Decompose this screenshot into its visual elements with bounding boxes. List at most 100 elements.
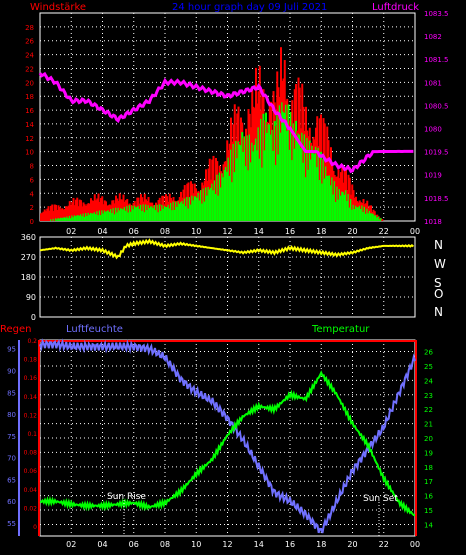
- wind-average-bar: [121, 208, 124, 221]
- wind-average-bar: [218, 172, 221, 221]
- climate-panel: Sun Rise Sun Set 55 60 65 70 75 80 85 90 95 0 0.02…: [7, 338, 433, 549]
- wind-average-bar: [111, 213, 114, 221]
- wind-average-bar: [327, 175, 330, 221]
- wind-average-bar: [228, 175, 231, 221]
- wind-average-bar: [337, 199, 340, 221]
- wind-average-bar: [116, 212, 119, 221]
- wind-average-bar: [233, 172, 236, 221]
- wind-gust-bar: [53, 204, 56, 221]
- wind-average-bar: [56, 219, 59, 221]
- wind-gust-bar: [66, 206, 69, 221]
- wind-average-bar: [77, 215, 80, 221]
- wind-average-bar: [101, 210, 104, 221]
- wind-average-bar: [307, 169, 310, 221]
- wind-gust-bar: [97, 193, 100, 221]
- wind-average-bar: [350, 199, 352, 221]
- wind-gust-bar: [41, 212, 44, 221]
- wind-average-bar: [301, 132, 304, 221]
- wind-gust-bar: [157, 200, 160, 221]
- wind-average-bar: [333, 181, 336, 221]
- wind-average-bar: [83, 216, 86, 221]
- wind-label: Windstärke: [30, 2, 86, 13]
- wind-average-bar: [75, 216, 77, 221]
- wind-average-bar: [257, 127, 260, 221]
- wind-average-bar: [205, 187, 207, 221]
- pressure-y-tick: 1082: [424, 33, 442, 41]
- wind-average-bar: [135, 207, 137, 221]
- wind-average-bar: [80, 214, 82, 221]
- wind-average-bar: [67, 218, 70, 221]
- wind-gust-bar: [52, 211, 55, 221]
- wind-average-bar: [107, 210, 110, 221]
- wind-average-bar: [325, 166, 327, 221]
- temperature-y-tick: 25: [424, 363, 433, 371]
- wind-gust-bar: [335, 177, 337, 221]
- wind-average-bar: [317, 147, 320, 221]
- wind-gust-bar: [100, 198, 102, 221]
- wind-gust-bar: [71, 202, 74, 221]
- x-tick: 00: [410, 540, 420, 549]
- wind-gust-bar: [81, 206, 84, 221]
- wind-average-bar: [82, 213, 85, 221]
- wind-average-bar: [68, 215, 71, 221]
- wind-average-bar: [295, 120, 297, 221]
- wind-average-bar: [302, 162, 305, 221]
- wind-gust-bar: [42, 211, 45, 221]
- wind-average-bar: [195, 196, 197, 221]
- wind-gust-bar: [141, 197, 144, 221]
- wind-average-bar: [342, 192, 345, 221]
- wind-average-bar: [186, 196, 189, 221]
- wind-average-bar: [60, 217, 62, 221]
- wind-average-bar: [188, 197, 191, 221]
- wind-gust-bar: [215, 157, 217, 221]
- wind-gust-bar: [57, 205, 60, 221]
- wind-average-bar: [236, 158, 239, 221]
- wind-average-bar: [260, 118, 262, 221]
- wind-average-bar: [171, 210, 174, 221]
- wind-average-bar: [100, 215, 102, 221]
- temperature-series: [39, 370, 416, 517]
- wind-gust-bar: [70, 205, 72, 221]
- compass-n-top: N: [434, 238, 443, 252]
- wind-average-bar: [340, 195, 342, 221]
- wind-average-bar: [152, 208, 155, 221]
- wind-average-bar: [365, 213, 367, 221]
- wind-gust-bar: [40, 213, 42, 221]
- humidity-series: [39, 338, 416, 534]
- wind-gust-bar: [323, 123, 326, 221]
- wind-average-bar: [62, 217, 65, 221]
- wind-average-bar: [167, 204, 170, 221]
- temperature-y-tick: 24: [424, 377, 433, 385]
- wind-gust-bar: [72, 197, 75, 221]
- wind-average-bar: [220, 187, 222, 221]
- wind-gust-bar: [105, 201, 107, 221]
- wind-gust-bar: [348, 177, 351, 221]
- wind-average-bar: [300, 147, 302, 221]
- wind-average-bar: [211, 183, 214, 221]
- x-tick: 06: [129, 227, 139, 236]
- wind-average-bar: [71, 215, 74, 221]
- wind-average-bar: [126, 205, 129, 221]
- wind-gust-bar: [55, 204, 57, 221]
- wind-gust-bar: [318, 118, 321, 221]
- wind-average-bar: [196, 197, 199, 221]
- wind-gust-bar: [143, 193, 146, 221]
- wind-average-bar: [162, 208, 165, 221]
- wind-average-bar: [127, 212, 130, 221]
- wind-average-bar: [315, 146, 317, 221]
- wind-average-bar: [206, 195, 209, 221]
- wind-y-tick: 16: [25, 107, 34, 115]
- wind-average-bar: [118, 210, 121, 221]
- wind-average-bar: [61, 217, 64, 221]
- wind-average-bar: [347, 194, 350, 221]
- wind-average-bar: [247, 170, 250, 221]
- x-tick: 08: [160, 227, 170, 236]
- wind-gust-bar: [62, 209, 65, 221]
- pressure-y-tick: 1019.5: [424, 149, 449, 157]
- direction-series: [39, 238, 415, 260]
- wind-gust-bar: [326, 126, 329, 221]
- wind-average-bar: [286, 131, 289, 221]
- wind-average-bar: [221, 173, 224, 221]
- wind-average-bar: [213, 180, 216, 221]
- wind-average-bar: [298, 134, 301, 221]
